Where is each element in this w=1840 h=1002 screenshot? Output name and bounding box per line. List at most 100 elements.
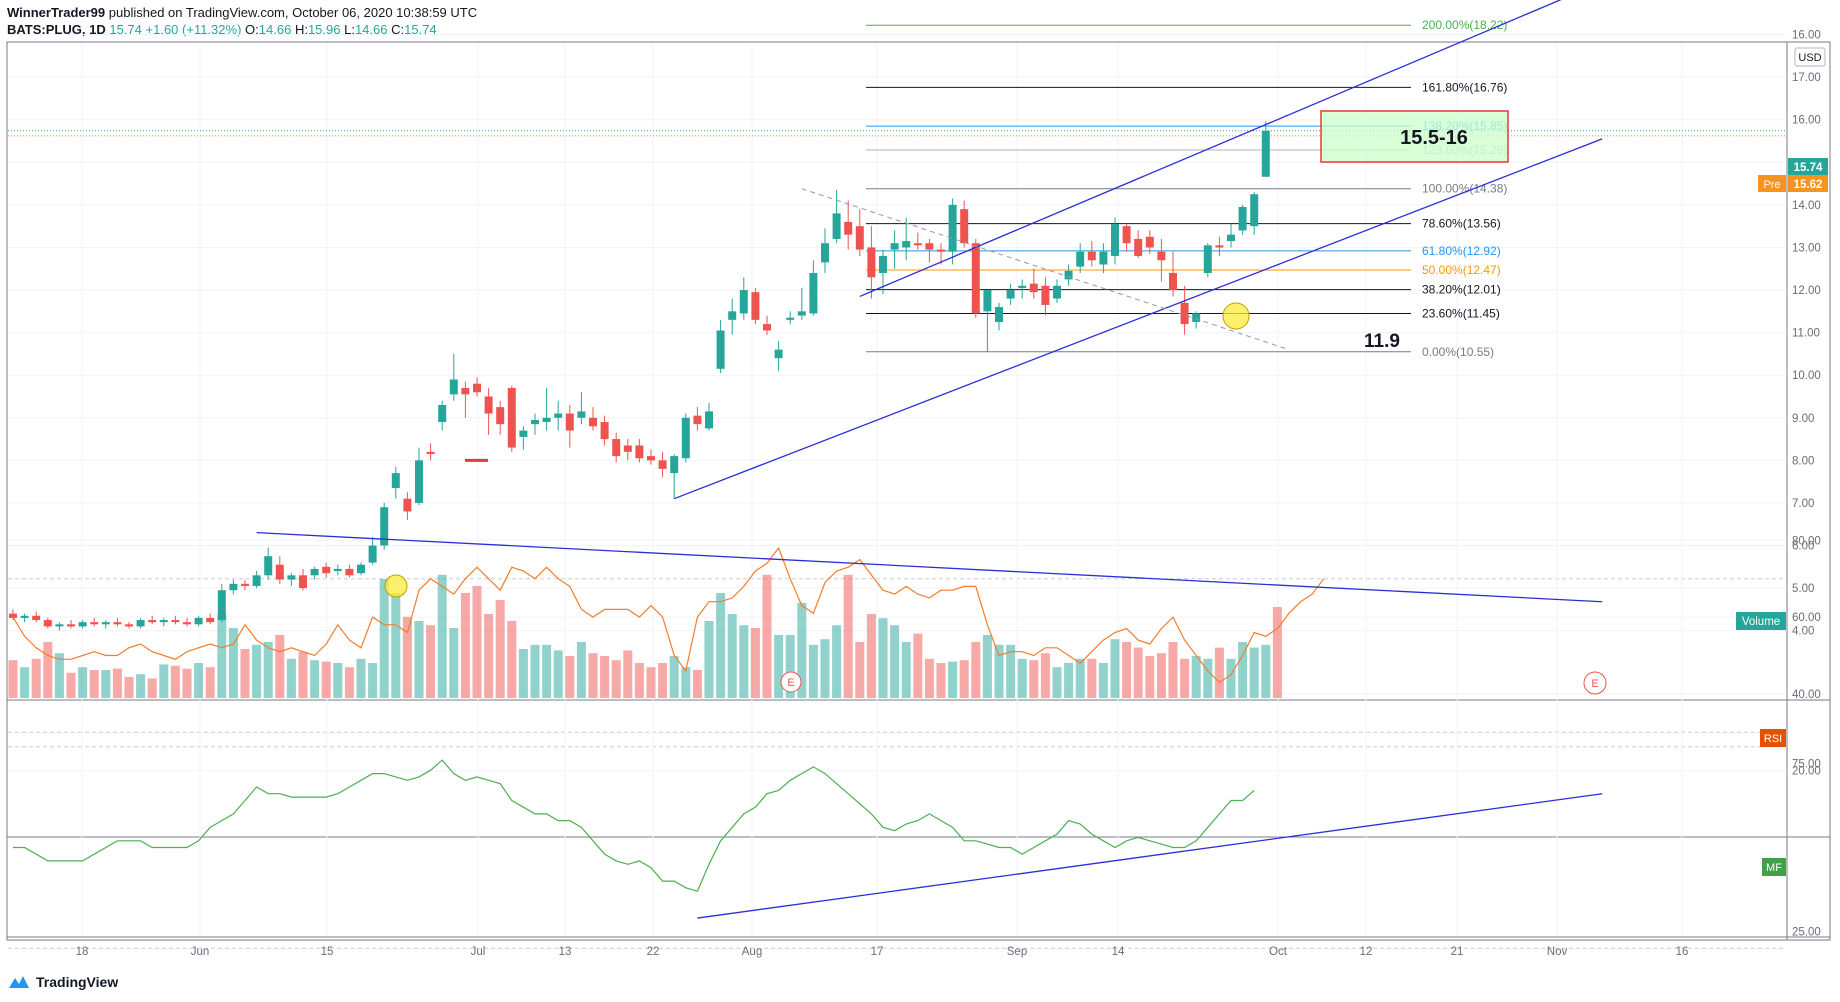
- volume-bar: [588, 653, 598, 698]
- target-box[interactable]: [1320, 110, 1509, 163]
- mf-badge[interactable]: [1762, 858, 1786, 876]
- price-chart[interactable]: 200.00%(18.22)161.80%(16.76)138.20%(15.8…: [0, 0, 1840, 965]
- fib-level-label: 38.20%(12.01): [1422, 283, 1501, 297]
- volume-bar: [286, 658, 296, 698]
- earnings-marker-2[interactable]: [1583, 671, 1607, 695]
- candle-body: [844, 221, 853, 235]
- candle-body: [647, 456, 655, 461]
- volume-bar: [344, 667, 354, 698]
- candle-body: [1006, 290, 1015, 299]
- premarket-tag[interactable]: [1758, 175, 1786, 192]
- volume-bar: [971, 642, 981, 698]
- candle-body: [600, 422, 609, 440]
- candle-body: [1018, 285, 1027, 288]
- candle-body: [9, 613, 17, 618]
- highlight-circle-1: [384, 574, 408, 598]
- candle-body: [113, 622, 122, 625]
- candle-body: [148, 620, 157, 623]
- fib-level-label: 78.60%(13.56): [1422, 217, 1501, 231]
- price-axis-label: 11.00: [1792, 328, 1820, 340]
- rsi-axis-label: 40.00: [1792, 689, 1821, 701]
- volume-bar: [426, 625, 436, 698]
- publish-line: WinnerTrader99 published on TradingView.…: [7, 5, 477, 20]
- volume-bar: [530, 644, 540, 698]
- high-label: H:: [294, 22, 308, 37]
- volume-bar: [750, 628, 760, 698]
- candle-body: [461, 387, 470, 395]
- candle-body: [1192, 313, 1201, 322]
- candle-body: [507, 387, 516, 448]
- volume-badge-text: Volume: [1742, 616, 1780, 628]
- volume-bar: [959, 660, 969, 698]
- symbol-label[interactable]: BATS:PLUG, 1D: [7, 22, 106, 37]
- tradingview-brand[interactable]: TradingView: [8, 974, 118, 990]
- candle-body: [705, 411, 713, 429]
- volume-bar: [924, 658, 934, 698]
- candle-body: [1203, 245, 1212, 274]
- time-axis-label: Jul: [471, 946, 486, 958]
- drawings[interactable]: [673, 0, 1603, 500]
- channel-lower-line: [673, 138, 1603, 500]
- rsi-badge[interactable]: [1760, 729, 1786, 747]
- volume-bar: [1075, 658, 1085, 698]
- volume-bar: [1261, 644, 1271, 698]
- volume-bar: [182, 668, 192, 698]
- volume-bar: [878, 618, 888, 698]
- main-pane-frame: [6, 41, 1831, 941]
- price-axis-label: 14.00: [1792, 200, 1821, 212]
- time-axis-label: 21: [1451, 946, 1464, 958]
- mf-pane: [13, 759, 1603, 919]
- volume-bar: [1133, 647, 1143, 698]
- volume-bar: [1272, 607, 1282, 698]
- mf-badge-text: MF: [1766, 862, 1782, 874]
- mf-line: [13, 759, 1255, 892]
- time-axis-label: 17: [871, 946, 884, 958]
- candle-body: [136, 620, 145, 627]
- last-price-badge-text: 15.74: [1794, 162, 1823, 174]
- candle-body: [1041, 285, 1050, 305]
- price-axis-label: 12.00: [1792, 285, 1821, 297]
- candle-body: [797, 311, 806, 316]
- rsi-badge-text: RSI: [1764, 733, 1782, 745]
- volume-bar: [170, 665, 180, 698]
- volume-bar: [1214, 647, 1224, 698]
- candle-body: [345, 568, 354, 576]
- volume-bar: [240, 649, 250, 698]
- close-value: 15.74: [404, 22, 437, 37]
- fib-retracement[interactable]: 200.00%(18.22)161.80%(16.76)138.20%(15.8…: [8, 18, 1786, 359]
- candle-body: [357, 564, 365, 574]
- author-name[interactable]: WinnerTrader99: [7, 5, 106, 20]
- time-axis-label: 14: [1112, 946, 1125, 958]
- candle-body: [890, 243, 899, 250]
- premarket-badge[interactable]: [1788, 175, 1828, 192]
- volume-bar: [159, 664, 169, 698]
- last-price-badge[interactable]: [1788, 158, 1828, 175]
- candle-body: [589, 417, 597, 427]
- volume-bar: [31, 658, 41, 698]
- price-change: +1.60 (+11.32%): [145, 22, 242, 37]
- currency-box[interactable]: [1794, 47, 1826, 67]
- highlight-circle-2: [1222, 302, 1250, 330]
- volume-bar: [553, 650, 563, 698]
- premarket-badge-text: 15.62: [1794, 179, 1823, 191]
- mf-trendline: [697, 793, 1603, 919]
- candle-body: [1029, 283, 1038, 293]
- volume-bar: [228, 628, 238, 698]
- earnings-label-2: E: [1591, 678, 1598, 690]
- volume-bar: [275, 635, 285, 698]
- candle-body: [310, 568, 319, 576]
- candle-body: [531, 419, 539, 425]
- volume-bar: [692, 670, 702, 698]
- volume-bar: [611, 660, 621, 698]
- volume-bar: [623, 650, 633, 698]
- candle-body: [995, 307, 1003, 322]
- volume-badge[interactable]: [1736, 612, 1786, 630]
- rsi-line: [12, 546, 1325, 684]
- time-axis[interactable]: 18 Jun 15 Jul 13 22 Aug 17 Sep 14 Oct 12 21 Nov 16: [76, 946, 1689, 958]
- volume-bar: [402, 616, 412, 698]
- earnings-marker-1[interactable]: [780, 671, 802, 693]
- open-label: O:: [245, 22, 259, 37]
- candles: [9, 121, 1270, 631]
- time-axis-label: Nov: [1547, 946, 1568, 958]
- candle-body: [983, 290, 992, 312]
